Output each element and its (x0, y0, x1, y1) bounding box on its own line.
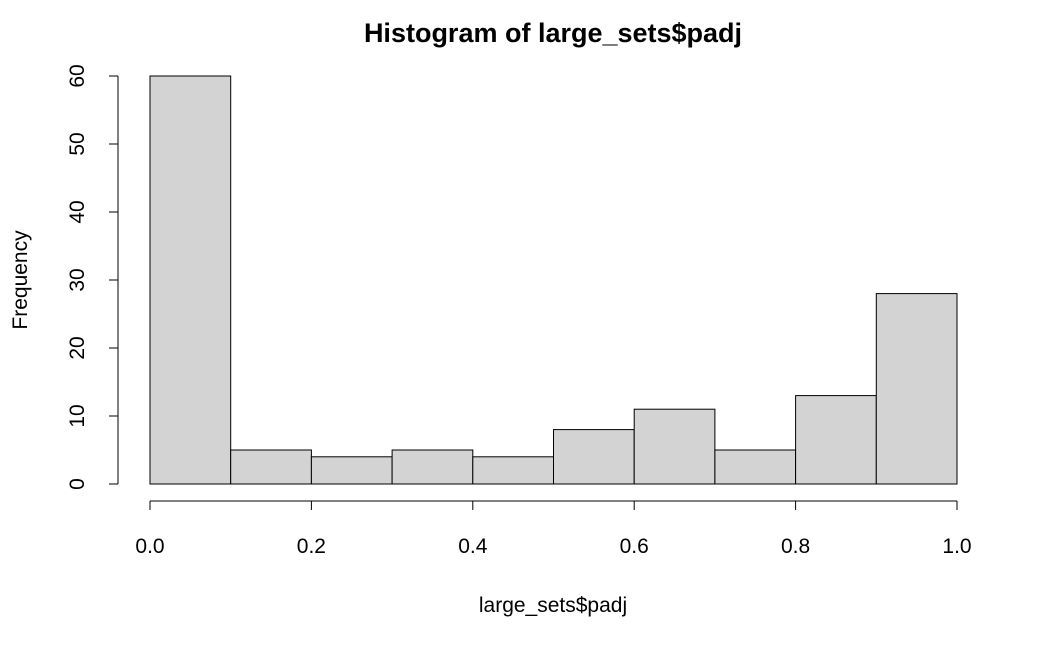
y-tick-label-2: 10 (66, 404, 89, 427)
y-tick-label-4: 30 (66, 268, 89, 291)
histogram-bar-5 (472, 456, 554, 485)
y-tick-label-6: 50 (66, 132, 89, 155)
histogram-bar-3 (310, 456, 393, 485)
y-tick-label-3: 20 (66, 336, 89, 359)
chart-title: Histogram of large_sets$padj (364, 18, 742, 48)
y-tick-label-7: 60 (66, 64, 89, 87)
histogram-bar-6 (553, 429, 635, 485)
y-axis-label: Frequency (9, 230, 32, 330)
x-tick-label-5: 0.8 (781, 535, 810, 558)
histogram-bar-4 (391, 449, 474, 485)
histogram-bar-1 (149, 75, 232, 485)
x-tick-label-3: 0.4 (458, 535, 488, 558)
histogram-bar-8 (714, 449, 797, 485)
histogram-bar-10 (875, 293, 958, 485)
x-tick-label-2: 0.2 (297, 535, 326, 558)
x-axis-label: large_sets$padj (479, 594, 627, 617)
y-tick-label-1: 0 (66, 478, 89, 490)
histogram-bar-9 (795, 395, 877, 485)
y-tick-label-5: 40 (66, 200, 89, 223)
bars-group (149, 75, 958, 485)
histogram-bar-7 (633, 408, 716, 485)
histogram-bar-2 (230, 449, 312, 485)
x-axis: 0.0 0.2 0.4 0.6 0.8 1.0 (135, 500, 972, 558)
y-axis: 0 10 20 30 40 50 60 (66, 64, 119, 490)
x-tick-label-4: 0.6 (620, 535, 649, 558)
x-tick-label-6: 1.0 (942, 535, 971, 558)
x-tick-label-1: 0.0 (135, 535, 164, 558)
